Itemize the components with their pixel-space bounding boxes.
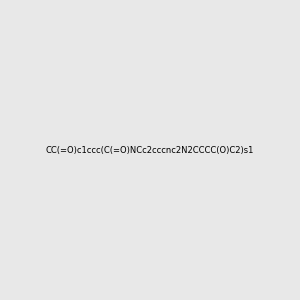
Text: CC(=O)c1ccc(C(=O)NCc2cccnc2N2CCCC(O)C2)s1: CC(=O)c1ccc(C(=O)NCc2cccnc2N2CCCC(O)C2)s…: [46, 146, 254, 154]
